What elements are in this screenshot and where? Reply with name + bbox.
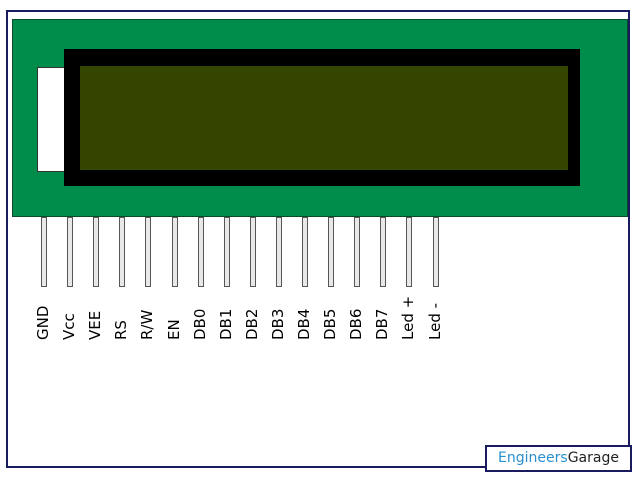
pin-2 <box>67 217 73 287</box>
pin-label-3: VEE <box>86 311 106 340</box>
pin-label-text: VEE <box>86 310 104 340</box>
pin-label-6: EN <box>165 319 185 340</box>
pin-9 <box>250 217 256 287</box>
pin-label-8: DB1 <box>217 309 237 340</box>
pin-label-2: Vcc <box>60 313 80 340</box>
pin-13 <box>354 217 360 287</box>
pin-label-9: DB2 <box>243 309 263 340</box>
pin-label-text: GND <box>34 305 52 340</box>
pin-16 <box>433 217 439 287</box>
pin-10 <box>276 217 282 287</box>
lcd-display-screen <box>80 66 568 170</box>
pin-label-12: DB5 <box>321 309 341 340</box>
pin-label-text: DB1 <box>217 308 235 340</box>
pin-7 <box>198 217 204 287</box>
pin-14 <box>380 217 386 287</box>
pin-label-text: DB0 <box>191 308 209 340</box>
pin-15 <box>406 217 412 287</box>
pin-label-text: DB6 <box>347 308 365 340</box>
pin-8 <box>224 217 230 287</box>
pin-label-text: DB3 <box>269 308 287 340</box>
pin-4 <box>119 217 125 287</box>
pin-label-11: DB4 <box>295 309 315 340</box>
pin-label-14: DB7 <box>373 309 393 340</box>
pin-12 <box>328 217 334 287</box>
pin-label-text: Led - <box>426 302 444 340</box>
pin-label-5: R/W <box>138 310 158 340</box>
pin-3 <box>93 217 99 287</box>
logo-text-garage: Garage <box>567 450 619 466</box>
pin-label-16: Led - <box>426 303 446 340</box>
logo-text-engineers: Engineers <box>498 450 568 466</box>
pin-label-text: EN <box>165 319 183 340</box>
pin-5 <box>145 217 151 287</box>
pin-label-text: DB7 <box>373 308 391 340</box>
pin-11 <box>302 217 308 287</box>
pin-label-text: DB5 <box>321 308 339 340</box>
pin-label-7: DB0 <box>191 309 211 340</box>
pin-6 <box>172 217 178 287</box>
pin-label-15: Led + <box>399 296 419 340</box>
pin-label-10: DB3 <box>269 309 289 340</box>
pin-label-13: DB6 <box>347 309 367 340</box>
pin-label-text: DB4 <box>295 308 313 340</box>
backlight-tab <box>37 67 69 172</box>
pin-label-text: R/W <box>138 309 156 340</box>
pin-label-1: GND <box>34 306 54 340</box>
pin-label-text: Vcc <box>60 313 78 340</box>
pin-label-text: DB2 <box>243 308 261 340</box>
pin-label-text: Led + <box>399 295 417 340</box>
pin-label-text: RS <box>112 320 130 340</box>
pin-1 <box>41 217 47 287</box>
pin-label-4: RS <box>112 320 132 340</box>
engineersgarage-logo: EngineersGarage <box>485 445 632 472</box>
